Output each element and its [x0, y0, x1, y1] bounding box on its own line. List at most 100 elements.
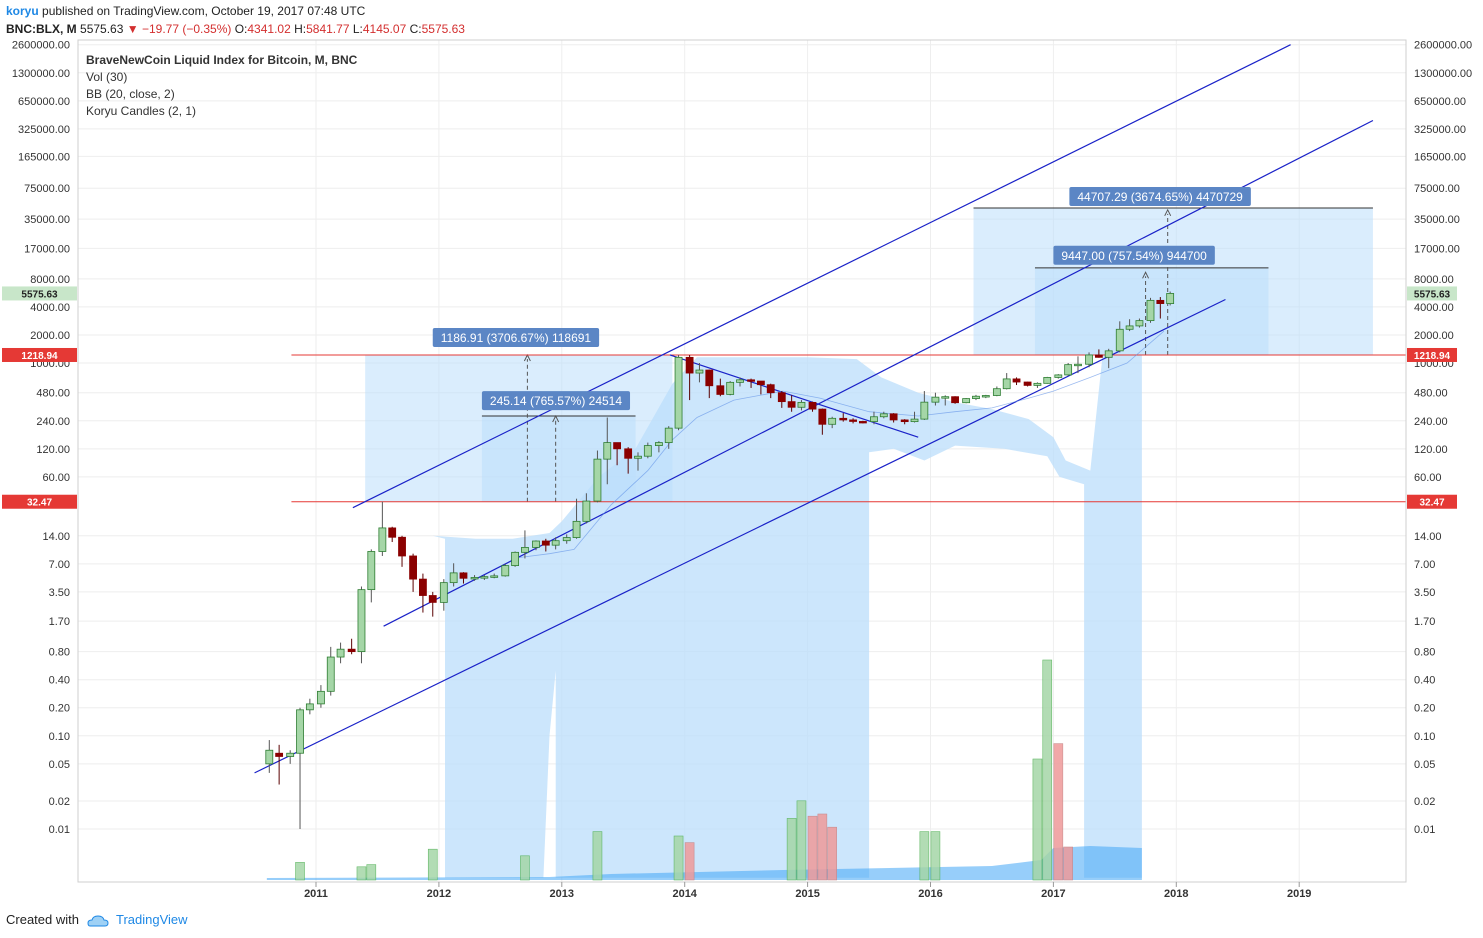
- candle: [716, 378, 725, 397]
- candle-body: [624, 448, 633, 459]
- tradingview-link[interactable]: TradingView: [116, 912, 188, 927]
- x-tick-label: 2017: [1041, 888, 1065, 900]
- volume-bar: [673, 835, 684, 881]
- candle-body: [459, 572, 468, 579]
- candle: [326, 646, 335, 696]
- candle: [521, 530, 529, 559]
- channel-line-down: [669, 354, 919, 438]
- candle: [398, 535, 406, 567]
- y-tick-label-right: 120.00: [1414, 444, 1448, 456]
- candle: [511, 551, 519, 567]
- candle-body: [501, 565, 510, 577]
- candle: [664, 426, 673, 449]
- symbol-label[interactable]: BNC:BLX, M: [6, 22, 77, 36]
- indicator-label: Koryu Candles (2, 1): [86, 104, 196, 118]
- candle-body: [305, 703, 314, 711]
- y-tick-label-right: 17000.00: [1414, 243, 1460, 255]
- candle-body: [419, 578, 427, 596]
- y-tick-label-left: 35000.00: [24, 214, 70, 226]
- volume-bar: [919, 831, 930, 881]
- y-tick-label-left: 165000.00: [18, 151, 70, 163]
- y-tick-label-right: 0.02: [1414, 796, 1435, 808]
- candle-body: [326, 656, 335, 692]
- candle-body: [347, 648, 356, 653]
- y-tick-label-right: 0.40: [1414, 675, 1435, 687]
- candle: [541, 538, 550, 552]
- y-tick-label-right: 8000.00: [1414, 274, 1454, 286]
- candle-body: [962, 398, 971, 404]
- candle: [787, 395, 796, 412]
- candle: [1156, 297, 1165, 319]
- candle-body: [1135, 320, 1144, 327]
- tradingview-cloud-icon: [87, 915, 109, 927]
- candle: [808, 401, 817, 412]
- bollinger-basis-line: [512, 330, 1165, 559]
- candle: [695, 363, 704, 383]
- candle: [951, 396, 959, 404]
- candle-body: [870, 416, 878, 423]
- candle: [603, 417, 612, 485]
- candle-body: [889, 413, 898, 421]
- candle: [818, 408, 827, 435]
- candle-body: [603, 442, 612, 460]
- candle-body: [787, 401, 796, 408]
- price-tag-bg-right: [1407, 347, 1457, 362]
- candle: [378, 501, 387, 556]
- candle-body: [367, 551, 376, 591]
- volume-bar: [1053, 743, 1064, 881]
- candle: [613, 442, 622, 466]
- volume-bar: [786, 818, 797, 881]
- y-tick-label-right: 7.00: [1414, 559, 1435, 571]
- candle: [766, 383, 775, 399]
- y-tick-label-right: 2600000.00: [1414, 40, 1472, 52]
- x-tick-label: 2018: [1164, 888, 1188, 900]
- y-tick-label-left: 8000.00: [30, 274, 70, 286]
- candle-body: [296, 709, 304, 754]
- candle: [654, 441, 663, 453]
- candle-body: [1054, 374, 1063, 378]
- candle: [551, 537, 560, 550]
- y-tick-label-left: 2000.00: [30, 330, 70, 342]
- y-tick-label-left: 0.80: [49, 647, 70, 659]
- candle-body: [716, 385, 725, 395]
- candle: [305, 698, 314, 715]
- measurement-label-text: 9447.00 (757.54%) 944700: [1061, 249, 1207, 263]
- y-tick-label-right: 650000.00: [1414, 96, 1466, 108]
- candle: [910, 411, 919, 423]
- candle: [582, 493, 591, 524]
- candle-body: [398, 536, 406, 557]
- candle: [501, 563, 510, 577]
- candle-body: [981, 395, 990, 398]
- candle-body: [992, 388, 1001, 396]
- candle-body: [286, 752, 295, 757]
- candle-body: [818, 408, 827, 425]
- y-tick-label-left: 17000.00: [24, 243, 70, 255]
- last-price: 5575.63: [80, 22, 124, 36]
- candle-body: [1033, 382, 1042, 386]
- low-value: 4145.07: [362, 22, 407, 36]
- candle-body: [756, 380, 765, 386]
- price-tag-bg-left: [2, 286, 77, 301]
- candle: [296, 707, 304, 829]
- price-tag-left: 1218.94: [21, 351, 58, 362]
- candle-body: [275, 752, 284, 757]
- candle-body: [797, 401, 806, 408]
- measurement-label-text: 1186.91 (3706.67%) 118691: [441, 331, 592, 345]
- candle: [736, 377, 744, 387]
- candle-body: [931, 396, 940, 403]
- candle: [643, 442, 652, 459]
- author-link[interactable]: koryu: [6, 4, 39, 18]
- candle-body: [551, 540, 560, 546]
- candle: [419, 573, 427, 613]
- candle: [859, 420, 867, 424]
- candle: [1125, 319, 1134, 332]
- candle-body: [808, 401, 817, 410]
- y-tick-label-left: 650000.00: [18, 96, 70, 108]
- y-tick-label-right: 3.50: [1414, 587, 1435, 599]
- candle-body: [428, 595, 437, 603]
- candle-body: [972, 395, 980, 399]
- volume-bar: [807, 815, 818, 881]
- candle-body: [470, 577, 479, 580]
- candle-body: [674, 356, 683, 429]
